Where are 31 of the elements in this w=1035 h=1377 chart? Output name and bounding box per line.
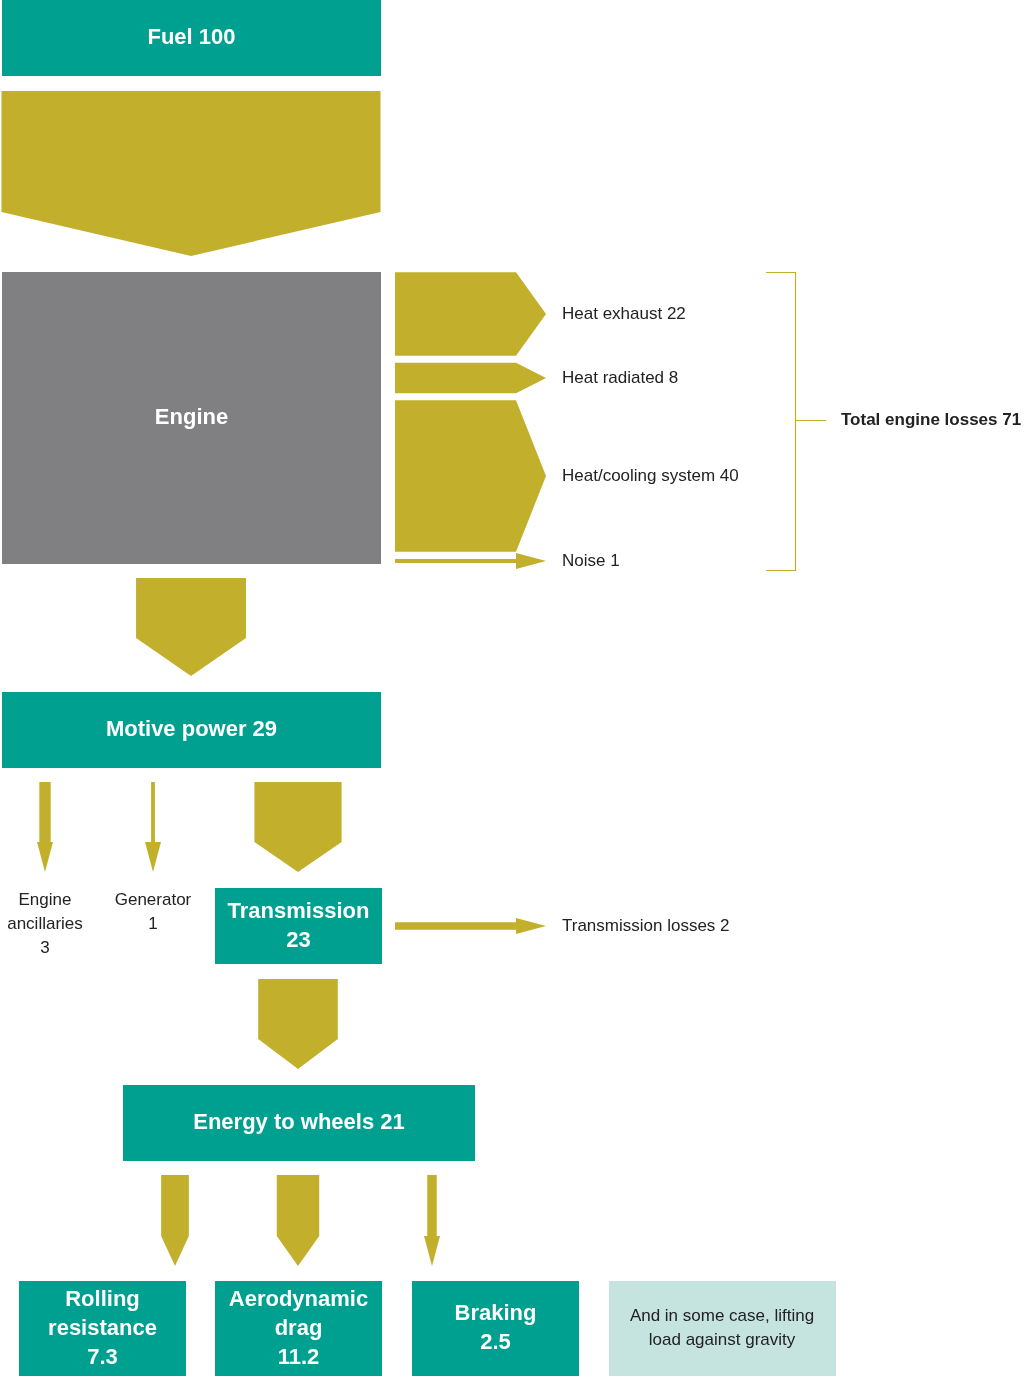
- data-label: 22: [666, 303, 686, 323]
- category-label: Aerodynamic drag: [228, 1285, 369, 1340]
- data-label: 29: [252, 716, 278, 742]
- category-label: Noise: [562, 550, 606, 570]
- category-label: Fuel: [147, 24, 193, 50]
- data-label: 11.2: [277, 1343, 320, 1369]
- category-label: Heat/cooling system: [562, 465, 716, 485]
- data-label: 3: [40, 938, 50, 958]
- text: Total engine losses 71: [841, 409, 1022, 429]
- data-label: 2: [720, 915, 730, 935]
- data-label: 23: [286, 926, 311, 952]
- category-label: Generator: [114, 890, 192, 910]
- data-label: 100: [198, 24, 236, 50]
- data-label: 2.5: [480, 1329, 511, 1355]
- data-label: 21: [380, 1109, 405, 1135]
- category-label: Heat radiated: [562, 367, 665, 387]
- data-label: 40: [719, 465, 739, 485]
- category-label: Transmission losses: [562, 915, 716, 935]
- category-label: Rolling resistance: [48, 1285, 157, 1340]
- data-label: 1: [148, 914, 158, 934]
- category-label: Engine: [154, 404, 229, 430]
- category-label: Energy to wheels: [193, 1109, 375, 1135]
- category-label: Motive power: [105, 716, 247, 742]
- category-label: Braking: [454, 1300, 537, 1326]
- data-label: 1: [610, 550, 620, 570]
- text: And in some case, lifting load against gravity: [629, 1305, 815, 1349]
- data-label: 8: [668, 367, 679, 387]
- category-label: Transmission: [227, 897, 370, 923]
- category-label: Engine ancillaries: [7, 890, 83, 934]
- category-label: Heat exhaust: [562, 303, 663, 323]
- data-label: 7.3: [87, 1343, 118, 1369]
